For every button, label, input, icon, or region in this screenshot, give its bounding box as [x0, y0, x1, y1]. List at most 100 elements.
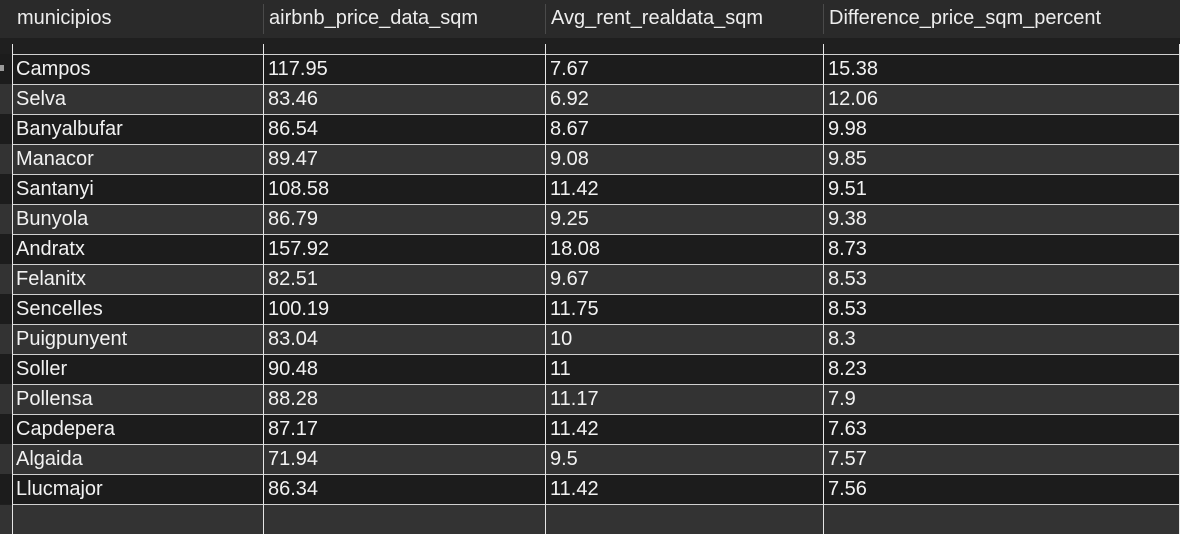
cell-difference-percent[interactable]: 12.06: [828, 88, 879, 110]
cell-airbnb-price[interactable]: 100.19: [268, 298, 330, 320]
grid-line-horizontal: [12, 384, 1180, 385]
cell-difference-percent[interactable]: 8.53: [828, 298, 867, 320]
table-row[interactable]: Felanitx 82.51 9.67 8.53: [0, 264, 1180, 294]
cell-difference-percent[interactable]: 9.51: [828, 178, 867, 200]
cell-municipio[interactable]: Andratx: [16, 238, 85, 260]
cell-avg-rent[interactable]: 11.75: [550, 298, 599, 320]
cell-avg-rent[interactable]: 11.42: [550, 178, 599, 200]
grid-line-horizontal: [12, 54, 1180, 55]
table-row[interactable]: Campos 117.95 7.67 15.38: [0, 54, 1180, 84]
grid-line-vertical: [545, 44, 546, 534]
cell-difference-percent[interactable]: 8.23: [828, 358, 867, 380]
cell-municipio[interactable]: Manacor: [16, 148, 94, 170]
table-row[interactable]: Banyalbufar 86.54 8.67 9.98: [0, 114, 1180, 144]
cell-airbnb-price[interactable]: 89.47: [268, 148, 319, 170]
grid-line-horizontal: [12, 294, 1180, 295]
cell-difference-percent[interactable]: 8.53: [828, 268, 867, 290]
cell-airbnb-price[interactable]: 82.51: [268, 268, 319, 290]
cell-airbnb-price[interactable]: 86.54: [268, 118, 319, 140]
cell-municipio[interactable]: Bunyola: [16, 208, 89, 230]
cell-avg-rent[interactable]: 9.67: [550, 268, 589, 290]
cell-airbnb-price[interactable]: 86.79: [268, 208, 319, 230]
table-row[interactable]: Capdepera 87.17 11.42 7.63: [0, 414, 1180, 444]
cell-difference-percent[interactable]: 15.38: [828, 58, 879, 80]
grid-line-horizontal: [12, 324, 1180, 325]
column-header-avg-rent[interactable]: Avg_rent_realdata_sqm: [551, 7, 763, 29]
cell-municipio[interactable]: Llucmajor: [16, 478, 103, 500]
table-row[interactable]: Llucmajor 86.34 11.42 7.56: [0, 474, 1180, 504]
cell-difference-percent[interactable]: 8.73: [828, 238, 867, 260]
cell-avg-rent[interactable]: 9.25: [550, 208, 589, 230]
cell-difference-percent[interactable]: 7.63: [828, 418, 867, 440]
grid-line-horizontal: [12, 114, 1180, 115]
grid-line-horizontal: [12, 414, 1180, 415]
cell-airbnb-price[interactable]: 157.92: [268, 238, 330, 260]
column-divider[interactable]: [545, 4, 546, 34]
table-row[interactable]: Andratx 157.92 18.08 8.73: [0, 234, 1180, 264]
cell-difference-percent[interactable]: 9.38: [828, 208, 867, 230]
cell-avg-rent[interactable]: 8.67: [550, 118, 589, 140]
cell-municipio[interactable]: Felanitx: [16, 268, 87, 290]
header-gap: [0, 38, 1180, 54]
cell-avg-rent[interactable]: 6.92: [550, 88, 589, 110]
cell-municipio[interactable]: Puigpunyent: [16, 328, 128, 350]
table-row[interactable]: Pollensa 88.28 11.17 7.9: [0, 384, 1180, 414]
table-row[interactable]: Santanyi 108.58 11.42 9.51: [0, 174, 1180, 204]
cell-avg-rent[interactable]: 9.5: [550, 448, 578, 470]
cell-airbnb-price[interactable]: 83.04: [268, 328, 319, 350]
cell-difference-percent[interactable]: 9.98: [828, 118, 867, 140]
cell-avg-rent[interactable]: 9.08: [550, 148, 589, 170]
current-row-marker: [0, 65, 4, 71]
cell-municipio[interactable]: Campos: [16, 58, 91, 80]
cell-municipio[interactable]: Pollensa: [16, 388, 93, 410]
cell-difference-percent[interactable]: 7.9: [828, 388, 856, 410]
table-row[interactable]: Algaida 71.94 9.5 7.57: [0, 444, 1180, 474]
column-header-airbnb-price[interactable]: airbnb_price_data_sqm: [269, 7, 479, 29]
cell-avg-rent[interactable]: 10: [550, 328, 573, 350]
cell-airbnb-price[interactable]: 86.34: [268, 478, 319, 500]
cell-difference-percent[interactable]: 9.85: [828, 148, 867, 170]
cell-municipio[interactable]: Capdepera: [16, 418, 115, 440]
table-row[interactable]: Manacor 89.47 9.08 9.85: [0, 144, 1180, 174]
grid-line-horizontal: [12, 264, 1180, 265]
cell-airbnb-price[interactable]: 87.17: [268, 418, 319, 440]
column-divider[interactable]: [823, 4, 824, 34]
grid-line-horizontal: [12, 144, 1180, 145]
cell-municipio[interactable]: Banyalbufar: [16, 118, 123, 140]
cell-difference-percent[interactable]: 8.3: [828, 328, 856, 350]
grid-line-horizontal: [12, 174, 1180, 175]
cell-avg-rent[interactable]: 11.17: [550, 388, 599, 410]
cell-avg-rent[interactable]: 11.42: [550, 418, 599, 440]
cell-municipio[interactable]: Sencelles: [16, 298, 103, 320]
cell-airbnb-price[interactable]: 117.95: [268, 58, 328, 80]
cell-avg-rent[interactable]: 11: [550, 358, 571, 380]
cell-difference-percent[interactable]: 7.56: [828, 478, 867, 500]
cell-avg-rent[interactable]: 7.67: [550, 58, 589, 80]
table-row[interactable]: Selva 83.46 6.92 12.06: [0, 84, 1180, 114]
cell-avg-rent[interactable]: 18.08: [550, 238, 601, 260]
cell-municipio[interactable]: Algaida: [16, 448, 83, 470]
cell-municipio[interactable]: Santanyi: [16, 178, 94, 200]
cell-difference-percent[interactable]: 7.57: [828, 448, 867, 470]
cell-municipio[interactable]: Selva: [16, 88, 67, 110]
table-row[interactable]: Soller 90.48 11 8.23: [0, 354, 1180, 384]
column-header-municipios[interactable]: municipios: [17, 7, 112, 29]
column-divider[interactable]: [263, 4, 264, 34]
table-row[interactable]: Puigpunyent 83.04 10 8.3: [0, 324, 1180, 354]
column-header-difference-percent[interactable]: Difference_price_sqm_percent: [829, 7, 1102, 29]
table-row[interactable]: Sencelles 100.19 11.75 8.53: [0, 294, 1180, 324]
table-row[interactable]: Bunyola 86.79 9.25 9.38: [0, 204, 1180, 234]
cell-airbnb-price[interactable]: 83.46: [268, 88, 319, 110]
cell-municipio[interactable]: Soller: [16, 358, 68, 380]
cell-airbnb-price[interactable]: 108.58: [268, 178, 330, 200]
cell-airbnb-price[interactable]: 71.94: [268, 448, 319, 470]
cell-airbnb-price[interactable]: 88.28: [268, 388, 319, 410]
cell-avg-rent[interactable]: 11.42: [550, 478, 599, 500]
grid-line-horizontal: [12, 84, 1180, 85]
grid-line-horizontal: [12, 474, 1180, 475]
cell-airbnb-price[interactable]: 90.48: [268, 358, 319, 380]
grid-line-horizontal: [12, 444, 1180, 445]
grid-line-horizontal: [12, 234, 1180, 235]
grid-line-vertical: [823, 44, 824, 534]
